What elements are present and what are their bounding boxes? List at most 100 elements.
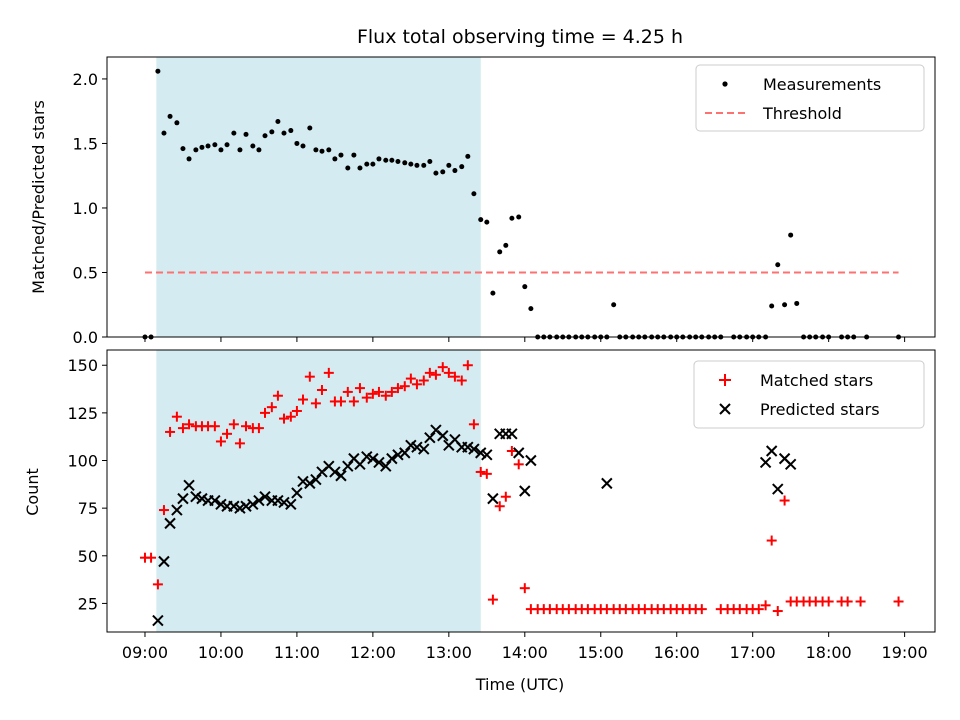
measurements-series [142, 68, 902, 340]
predicted-star-point [418, 443, 430, 455]
predicted-star-stroke-b [759, 456, 772, 469]
predicted-star-stroke-b [291, 487, 303, 499]
measurement-point [414, 162, 420, 168]
measurement-point [250, 143, 256, 149]
top-y-tick-label: 1.0 [73, 199, 98, 218]
matched-star-point [348, 396, 359, 407]
measurement-point [199, 144, 205, 150]
bottom-x-tick-label: 17:00 [730, 643, 776, 662]
matched-star-point [278, 413, 289, 424]
top-y-axis-label: Matched/Predicted stars [29, 100, 48, 294]
predicted-star-stroke-b [367, 452, 379, 465]
matched-star-point [823, 596, 834, 607]
matched-star-point [411, 379, 422, 390]
matched-star-point [253, 423, 264, 434]
matched-star-point [424, 367, 435, 378]
predicted-star-point [304, 477, 316, 490]
matched-star-point [487, 594, 498, 605]
top-x-ticks [144, 337, 906, 342]
top-y-tick-label: 2.0 [73, 70, 98, 89]
predicted-star-point [506, 428, 518, 440]
measurement-point [528, 306, 534, 312]
matched-star-point [335, 396, 346, 407]
predicted-star-point [772, 483, 784, 495]
predicted-star-stroke-b [152, 614, 164, 627]
measurement-point [180, 146, 186, 152]
matched-star-point [772, 606, 783, 617]
predicted-star-point [152, 614, 164, 627]
bottom-axes-frame [106, 349, 936, 633]
predicted-star-stroke-b [329, 466, 341, 478]
measurement-point [383, 157, 389, 163]
measurement-point [408, 161, 414, 167]
threshold-legend-label: Threshold [762, 104, 842, 123]
matched-star-point [285, 411, 296, 422]
predicted-star-stroke-b [475, 447, 487, 459]
predicted-star-stroke-b [462, 441, 474, 453]
predicted-star-stroke-b [772, 483, 784, 495]
measurement-point [775, 262, 781, 268]
predicted-star-stroke-b [601, 477, 613, 490]
measurement-point [497, 249, 503, 255]
measurement-point [440, 169, 446, 175]
matched-star-point [342, 386, 353, 397]
matched-star-point [222, 428, 233, 439]
bottom-y-tick-label: 150 [67, 356, 98, 375]
matched-star-point [297, 394, 308, 405]
matched-star-point [146, 552, 157, 563]
bottom-x-tick-label: 12:00 [350, 643, 396, 662]
matched-star-point [323, 367, 334, 378]
measurement-point [446, 162, 452, 168]
matched-stars-legend-marker [719, 374, 731, 386]
predicted-star-stroke-b [285, 498, 297, 511]
bottom-x-ticks: 09:00 10:00 11:00 12:00 13:00 14:00 15:00 16:00… [122, 632, 928, 662]
matched-star-point [316, 385, 327, 396]
predicted-star-point [481, 449, 493, 461]
matched-star-point [152, 579, 163, 590]
bottom-y-tick-label: 100 [67, 452, 98, 471]
matched-star-point [468, 419, 479, 430]
predicted-star-stroke-b [228, 500, 240, 512]
predicted-star-stroke-b [449, 433, 461, 446]
bottom-x-tick-label: 19:00 [882, 643, 928, 662]
predicted-star-point [784, 458, 797, 471]
predicted-star-point [468, 443, 480, 455]
measurement-point [478, 217, 484, 223]
predicted-star-point [310, 473, 322, 486]
measurement-point [490, 290, 496, 296]
bottom-x-tick-label: 16:00 [654, 643, 700, 662]
top-chart-title: Flux total observing time = 4.25 h [357, 26, 683, 48]
predicted-star-point [253, 494, 265, 507]
predicted-star-stroke-b [361, 450, 373, 463]
matched-star-point [392, 383, 403, 394]
measurement-point [395, 159, 401, 165]
measurement-point [256, 147, 262, 153]
measurement-point [484, 219, 490, 225]
matched-star-point [481, 468, 492, 479]
measurement-point [427, 159, 433, 165]
predicted-star-stroke-b [247, 498, 259, 511]
matched-star-point [696, 604, 707, 615]
measurement-point [389, 157, 395, 163]
bottom-x-tick-label: 18:00 [806, 643, 852, 662]
predicted-star-stroke-b [190, 491, 202, 503]
measurement-point [193, 147, 199, 153]
predicted-star-point [259, 491, 271, 503]
measurement-point [326, 147, 332, 153]
top-legend-box [695, 64, 925, 132]
measurement-point [218, 147, 224, 153]
predicted-star-stroke-b [468, 443, 480, 455]
measurement-point [509, 215, 515, 221]
matched-star-point [500, 491, 511, 502]
matched-star-point [165, 426, 176, 437]
predicted-star-stroke-b [487, 492, 499, 505]
matched-star-point [361, 392, 372, 403]
measurement-point [338, 152, 344, 158]
measurement-point [174, 120, 180, 126]
matched-star-point [234, 438, 245, 449]
predicted-star-stroke-b [519, 485, 531, 497]
bottom-legend-box [693, 360, 925, 429]
predicted-star-stroke-b [784, 458, 797, 471]
matched-star-point [184, 419, 195, 430]
